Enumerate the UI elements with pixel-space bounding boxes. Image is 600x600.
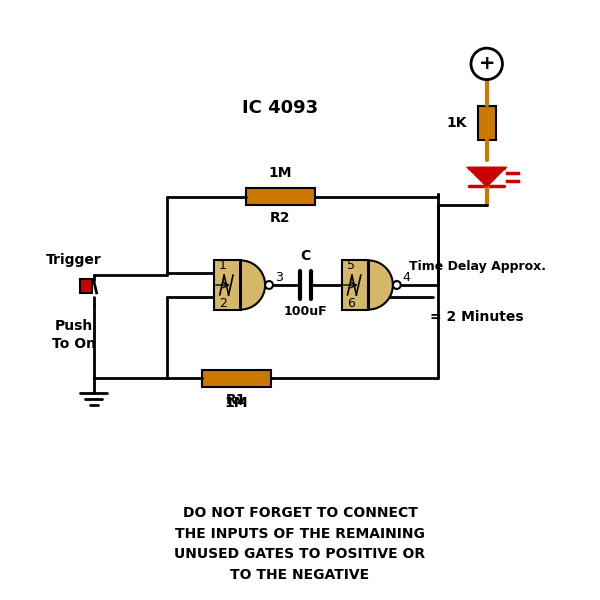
Text: 100uF: 100uF xyxy=(284,305,327,317)
Circle shape xyxy=(265,281,273,289)
Bar xyxy=(202,370,271,387)
Text: Time Delay Approx.: Time Delay Approx. xyxy=(409,260,545,273)
Text: +: + xyxy=(478,55,495,73)
Bar xyxy=(478,106,496,140)
Text: IC 4093: IC 4093 xyxy=(242,99,319,117)
Text: 2: 2 xyxy=(219,297,227,310)
Bar xyxy=(246,188,315,205)
Text: 3: 3 xyxy=(275,271,283,284)
Text: 1M: 1M xyxy=(224,396,248,410)
Text: Push
To On: Push To On xyxy=(52,319,96,350)
Text: 1M: 1M xyxy=(269,166,292,180)
Text: 4: 4 xyxy=(403,271,410,284)
Text: C: C xyxy=(300,250,311,263)
Text: 1: 1 xyxy=(219,259,227,272)
Bar xyxy=(214,260,241,310)
Text: DO NOT FORGET TO CONNECT
THE INPUTS OF THE REMAINING
UNUSED GATES TO POSITIVE OR: DO NOT FORGET TO CONNECT THE INPUTS OF T… xyxy=(175,506,425,582)
Circle shape xyxy=(471,48,502,80)
Bar xyxy=(342,260,368,310)
Polygon shape xyxy=(368,260,393,310)
Text: 6: 6 xyxy=(347,297,355,310)
Text: R2: R2 xyxy=(270,211,290,225)
Polygon shape xyxy=(469,168,505,186)
Text: = 2 Minutes: = 2 Minutes xyxy=(430,310,524,323)
Text: 5: 5 xyxy=(347,259,355,272)
Text: R1: R1 xyxy=(226,393,247,407)
Bar xyxy=(80,279,92,293)
Polygon shape xyxy=(241,260,265,310)
Text: 1K: 1K xyxy=(446,116,467,130)
Text: Trigger: Trigger xyxy=(46,253,102,268)
Circle shape xyxy=(393,281,401,289)
